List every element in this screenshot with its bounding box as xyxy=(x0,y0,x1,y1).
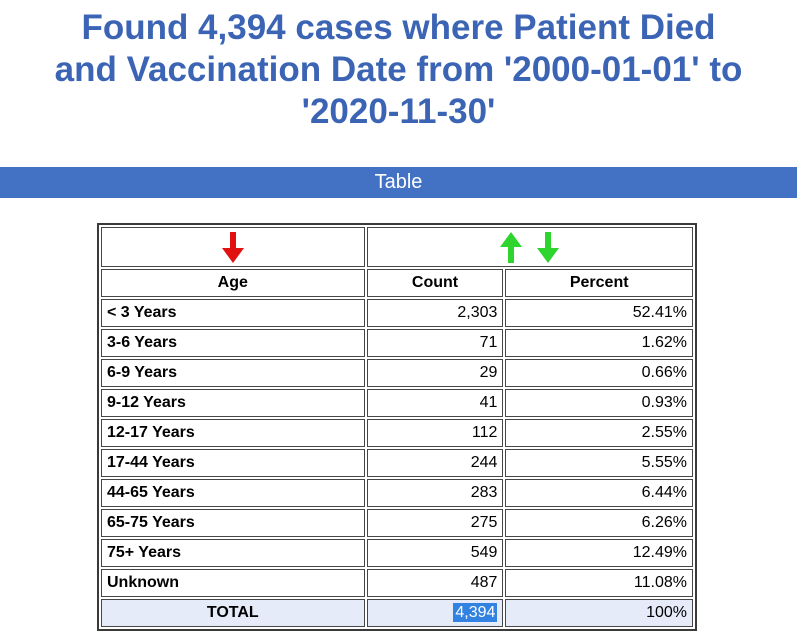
age-cell: 3-6 Years xyxy=(101,329,365,357)
table-section-bar: Table xyxy=(0,167,797,198)
column-header-age: Age xyxy=(101,269,365,297)
sort-age-cell xyxy=(101,227,365,267)
total-percent-cell: 100% xyxy=(505,599,693,627)
age-cell: 12-17 Years xyxy=(101,419,365,447)
table-row: < 3 Years 2,303 52.41% xyxy=(101,299,693,327)
count-cell: 2,303 xyxy=(366,299,504,327)
percent-cell: 2.55% xyxy=(505,419,693,447)
column-header-count: Count xyxy=(366,269,504,297)
table-row: 6-9 Years 29 0.66% xyxy=(101,359,693,387)
table-header-row: Age Count Percent xyxy=(101,269,693,297)
age-cell: 9-12 Years xyxy=(101,389,365,417)
total-count-cell: 4,394 xyxy=(366,599,504,627)
table-row: 44-65 Years 283 6.44% xyxy=(101,479,693,507)
age-cell: 6-9 Years xyxy=(101,359,365,387)
count-cell: 487 xyxy=(366,569,504,597)
count-cell: 71 xyxy=(366,329,504,357)
red-down-arrow-icon[interactable] xyxy=(221,231,245,263)
table-row: Unknown 487 11.08% xyxy=(101,569,693,597)
percent-cell: 52.41% xyxy=(505,299,693,327)
count-cell: 283 xyxy=(366,479,504,507)
table-row: 3-6 Years 71 1.62% xyxy=(101,329,693,357)
age-cell: 65-75 Years xyxy=(101,509,365,537)
count-cell: 29 xyxy=(366,359,504,387)
count-cell: 244 xyxy=(366,449,504,477)
total-label-cell: TOTAL xyxy=(101,599,365,627)
age-cell: 17-44 Years xyxy=(101,449,365,477)
count-cell: 112 xyxy=(366,419,504,447)
age-cell: Unknown xyxy=(101,569,365,597)
page-title: Found 4,394 cases where Patient Died and… xyxy=(0,0,797,133)
count-cell: 41 xyxy=(366,389,504,417)
table-row: 65-75 Years 275 6.26% xyxy=(101,509,693,537)
table-row: 75+ Years 549 12.49% xyxy=(101,539,693,567)
green-down-arrow-icon[interactable] xyxy=(536,231,560,263)
sort-controls-row xyxy=(101,227,693,267)
table-total-row: TOTAL 4,394 100% xyxy=(101,599,693,627)
percent-cell: 12.49% xyxy=(505,539,693,567)
age-cell: 44-65 Years xyxy=(101,479,365,507)
results-table: Age Count Percent < 3 Years 2,303 52.41%… xyxy=(97,223,697,631)
table-row: 12-17 Years 112 2.55% xyxy=(101,419,693,447)
percent-cell: 1.62% xyxy=(505,329,693,357)
count-cell: 549 xyxy=(366,539,504,567)
count-cell: 275 xyxy=(366,509,504,537)
table-row: 9-12 Years 41 0.93% xyxy=(101,389,693,417)
percent-cell: 11.08% xyxy=(505,569,693,597)
sort-count-percent-cell xyxy=(366,227,693,267)
green-up-arrow-icon[interactable] xyxy=(499,231,523,263)
age-cell: < 3 Years xyxy=(101,299,365,327)
page-title-line-3: '2020-11-30' xyxy=(301,92,496,131)
percent-cell: 6.26% xyxy=(505,509,693,537)
page-title-line-2: and Vaccination Date from '2000-01-01' t… xyxy=(54,50,743,89)
results-table-container: Age Count Percent < 3 Years 2,303 52.41%… xyxy=(97,223,797,631)
percent-cell: 5.55% xyxy=(505,449,693,477)
percent-cell: 6.44% xyxy=(505,479,693,507)
page-title-line-1: Found 4,394 cases where Patient Died xyxy=(81,8,716,47)
percent-cell: 0.93% xyxy=(505,389,693,417)
table-row: 17-44 Years 244 5.55% xyxy=(101,449,693,477)
age-cell: 75+ Years xyxy=(101,539,365,567)
table-section-bar-label: Table xyxy=(374,171,423,193)
percent-cell: 0.66% xyxy=(505,359,693,387)
column-header-percent: Percent xyxy=(505,269,693,297)
selected-total-count: 4,394 xyxy=(453,603,498,622)
